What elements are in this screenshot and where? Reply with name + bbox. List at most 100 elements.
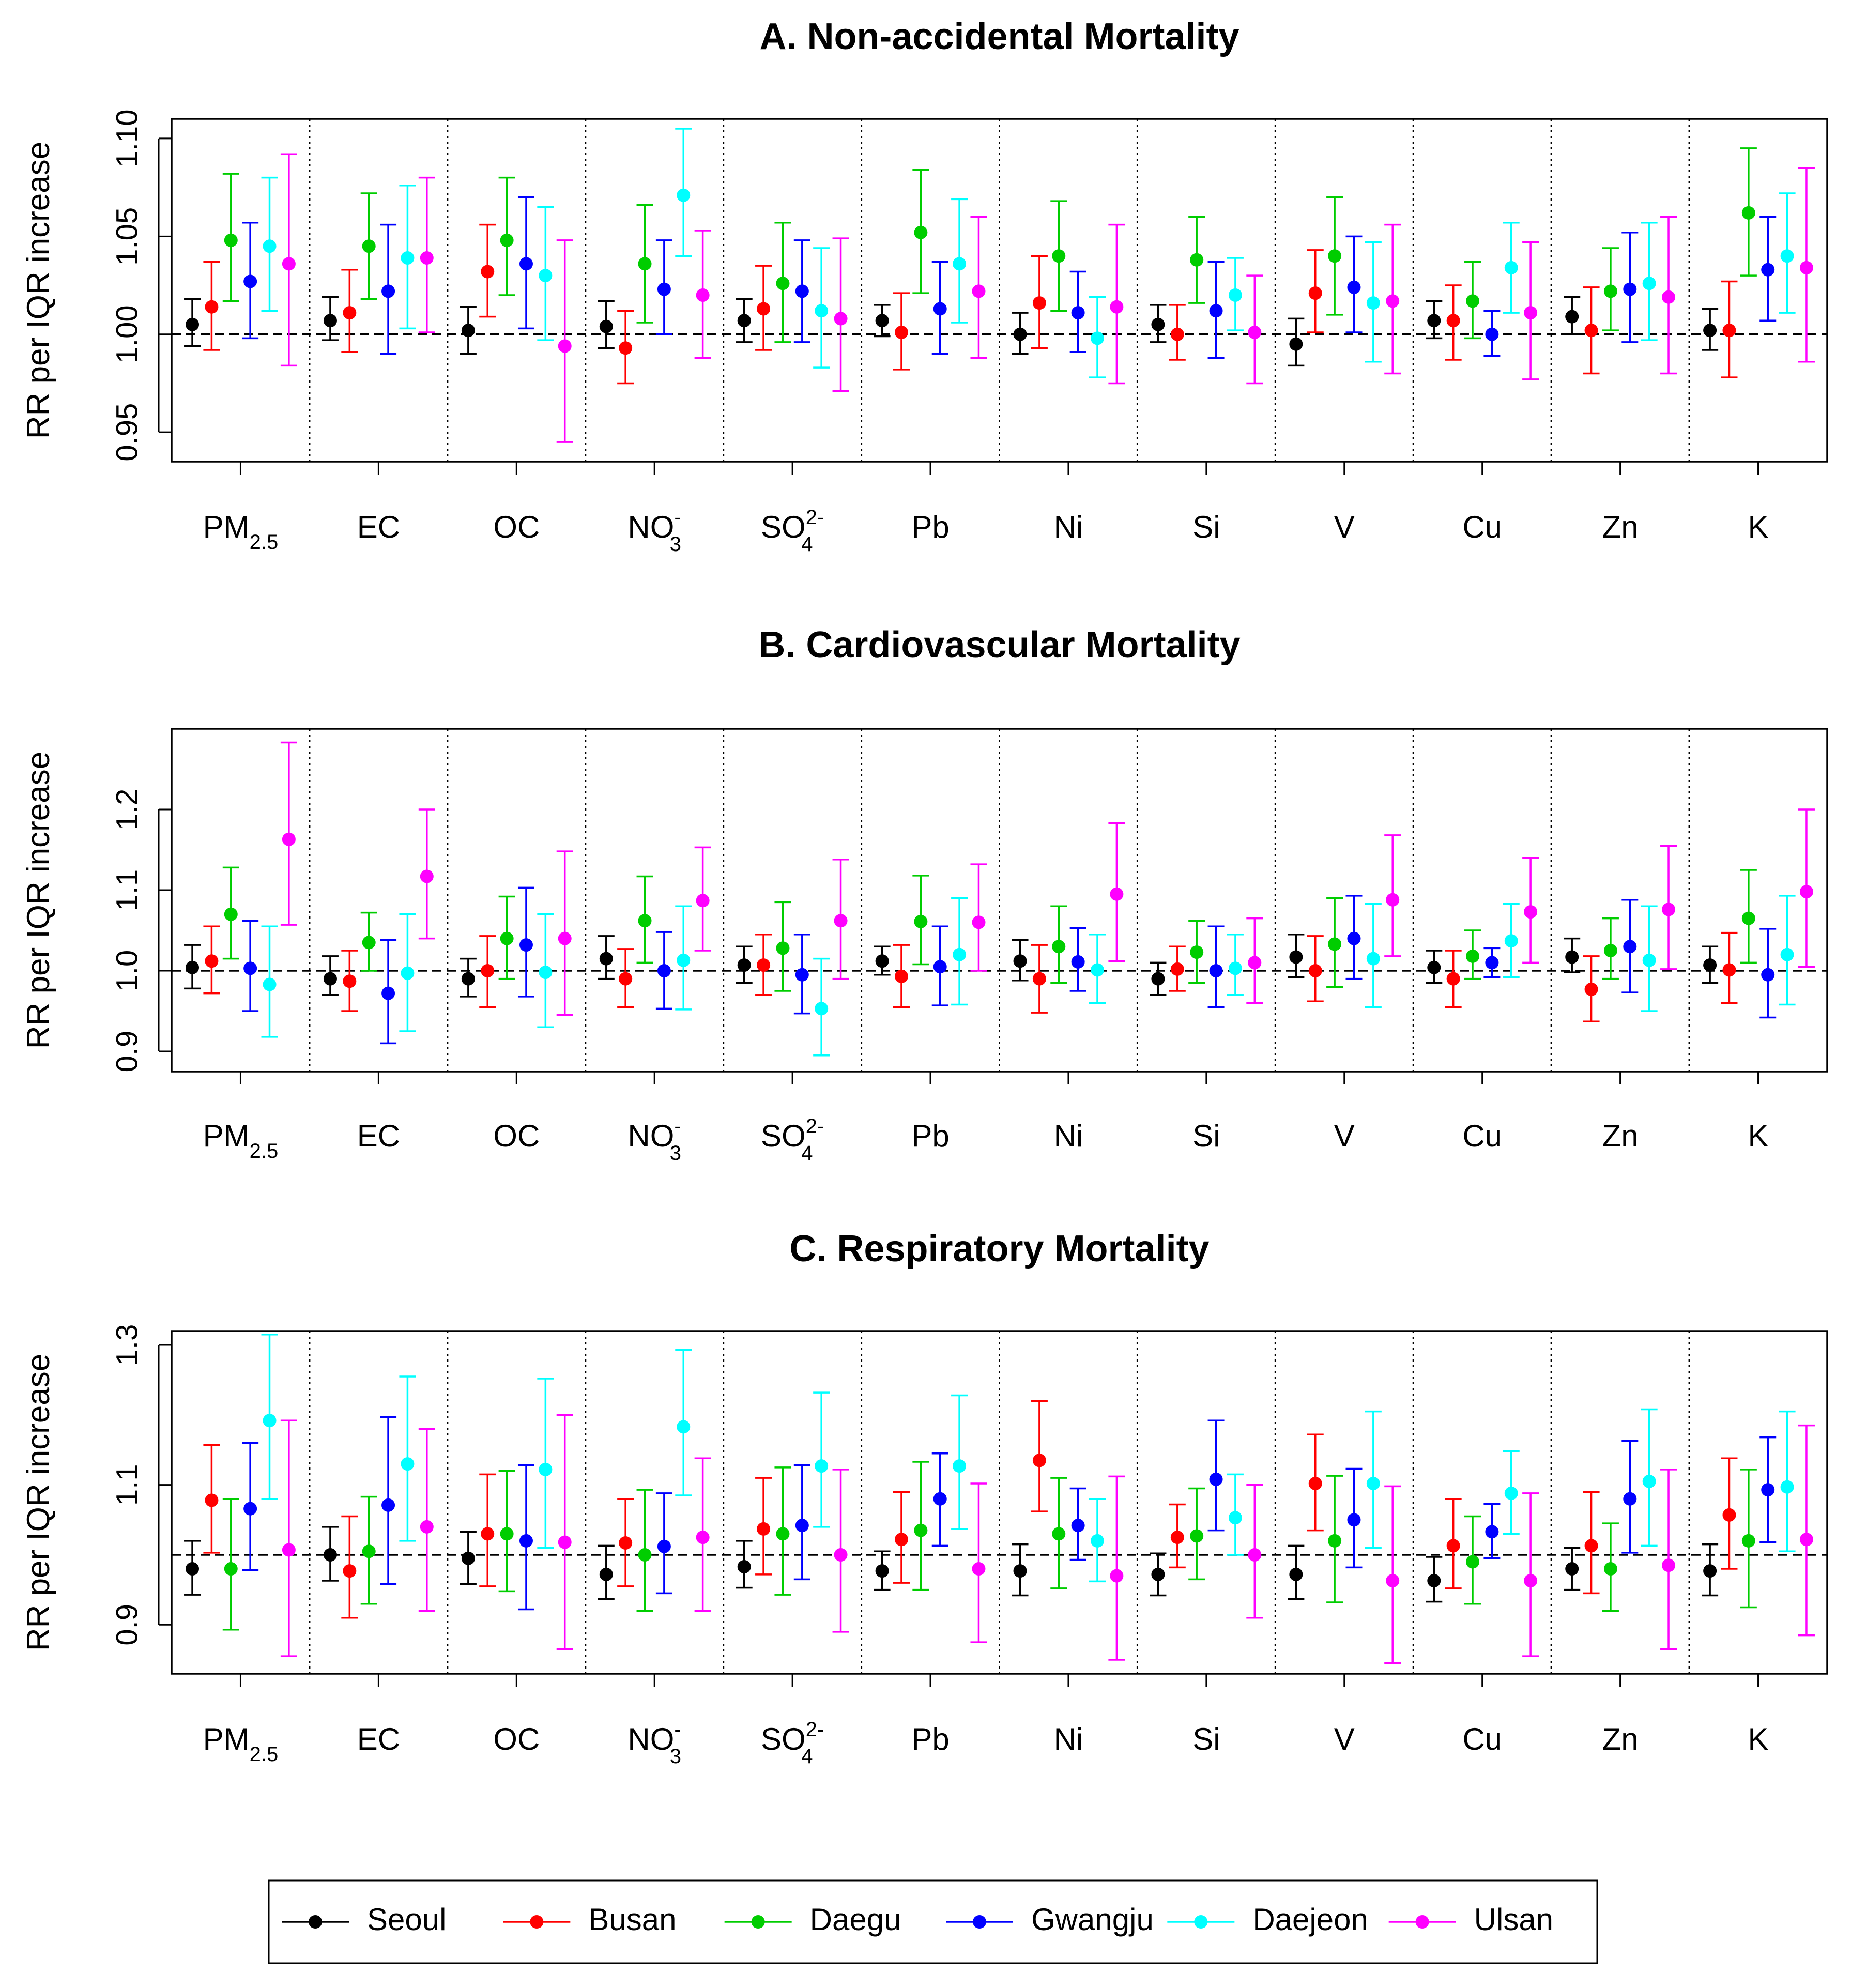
y-tick-label: 0.95 — [110, 403, 144, 462]
data-point — [795, 1519, 809, 1533]
data-point — [1584, 1539, 1598, 1553]
data-point — [815, 304, 829, 318]
category-label-superscript: 2- — [806, 1718, 824, 1741]
category-label-base: Zn — [1602, 510, 1639, 544]
data-point — [1190, 945, 1204, 959]
data-point — [834, 1548, 848, 1562]
data-point — [1761, 263, 1775, 277]
data-point — [914, 914, 928, 928]
data-point — [381, 284, 395, 298]
category-label-base: PM — [203, 1119, 250, 1153]
data-point — [224, 1562, 238, 1576]
data-point — [795, 284, 809, 298]
data-point — [461, 324, 475, 338]
data-point — [1347, 931, 1361, 945]
data-point — [1110, 300, 1124, 314]
data-point — [1170, 327, 1184, 341]
data-point — [894, 1533, 908, 1547]
category-label-base: K — [1748, 1722, 1769, 1756]
legend-box — [268, 1879, 1598, 1964]
data-point — [815, 1459, 829, 1473]
data-point — [972, 1562, 986, 1576]
data-point — [362, 936, 376, 950]
y-tick-label: 1.2 — [110, 789, 144, 831]
data-point — [519, 938, 533, 952]
category-label: OC — [493, 510, 540, 544]
data-point — [381, 1498, 395, 1512]
data-point — [972, 915, 986, 929]
category-label-base: K — [1748, 1119, 1769, 1153]
data-point — [186, 960, 200, 974]
category-label-base: NO — [627, 1722, 674, 1756]
data-point — [657, 282, 671, 296]
category-label: Cu — [1462, 510, 1502, 544]
panel-title: C. Respiratory Mortality — [789, 1228, 1209, 1270]
data-point — [1170, 1531, 1184, 1544]
data-point — [1485, 1525, 1499, 1539]
data-point — [894, 325, 908, 339]
data-point — [933, 302, 947, 316]
data-point — [953, 947, 967, 961]
data-point — [795, 968, 809, 982]
legend-marker-icon — [973, 1915, 986, 1929]
data-point — [1722, 324, 1736, 338]
data-point — [1485, 327, 1499, 341]
legend-label: Ulsan — [1474, 1902, 1553, 1937]
data-point — [539, 269, 553, 283]
series-daegu — [222, 1461, 1757, 1631]
data-point — [1013, 1564, 1027, 1578]
data-point — [1504, 934, 1518, 948]
data-point — [1446, 972, 1460, 986]
data-point — [972, 284, 986, 298]
data-point — [875, 954, 889, 968]
data-point — [815, 1002, 829, 1016]
category-label-base: V — [1334, 1119, 1355, 1153]
data-point — [1761, 968, 1775, 982]
data-point — [1799, 261, 1813, 274]
data-point — [186, 317, 200, 331]
category-label: Ni — [1054, 1119, 1083, 1153]
data-point — [558, 931, 572, 945]
data-point — [1386, 1574, 1400, 1588]
legend-label: Seoul — [367, 1902, 446, 1937]
data-point — [1091, 331, 1105, 345]
data-point — [1032, 1454, 1046, 1467]
data-point — [619, 1536, 633, 1550]
panel-title: A. Non-accidental Mortality — [759, 16, 1239, 57]
series-ulsan — [280, 741, 1815, 1016]
series-gwangju — [242, 1416, 1777, 1611]
data-point — [1642, 953, 1656, 967]
data-point — [1308, 1476, 1322, 1490]
category-label-superscript: 2- — [806, 1115, 824, 1138]
data-point — [1366, 1476, 1380, 1490]
category-label: Zn — [1602, 510, 1639, 544]
data-point — [519, 257, 533, 271]
category-label-base: SO — [761, 510, 806, 544]
data-point — [1366, 952, 1380, 966]
y-axis-label: RR per IQR increase — [21, 752, 56, 1049]
category-label-base: PM — [203, 510, 250, 544]
data-point — [1052, 940, 1066, 954]
legend-label: Busan — [588, 1902, 676, 1937]
data-point — [481, 964, 495, 977]
data-point — [343, 1564, 357, 1578]
series-ulsan — [280, 1414, 1815, 1664]
category-label: Pb — [911, 510, 949, 544]
category-label-superscript: - — [674, 1718, 681, 1741]
legend-marker-icon — [309, 1915, 322, 1929]
data-point — [1623, 1492, 1637, 1506]
data-point — [500, 931, 514, 945]
data-point — [638, 257, 652, 271]
data-point — [1780, 249, 1794, 263]
data-point — [776, 277, 790, 290]
category-label-base: Zn — [1602, 1722, 1639, 1756]
category-label-subscript: 4 — [801, 1745, 813, 1768]
data-point — [875, 314, 889, 328]
data-point — [1347, 1513, 1361, 1527]
category-label: Pb — [911, 1722, 949, 1756]
data-point — [243, 961, 257, 975]
data-point — [776, 941, 790, 955]
data-point — [282, 257, 296, 271]
data-point — [243, 1502, 257, 1516]
